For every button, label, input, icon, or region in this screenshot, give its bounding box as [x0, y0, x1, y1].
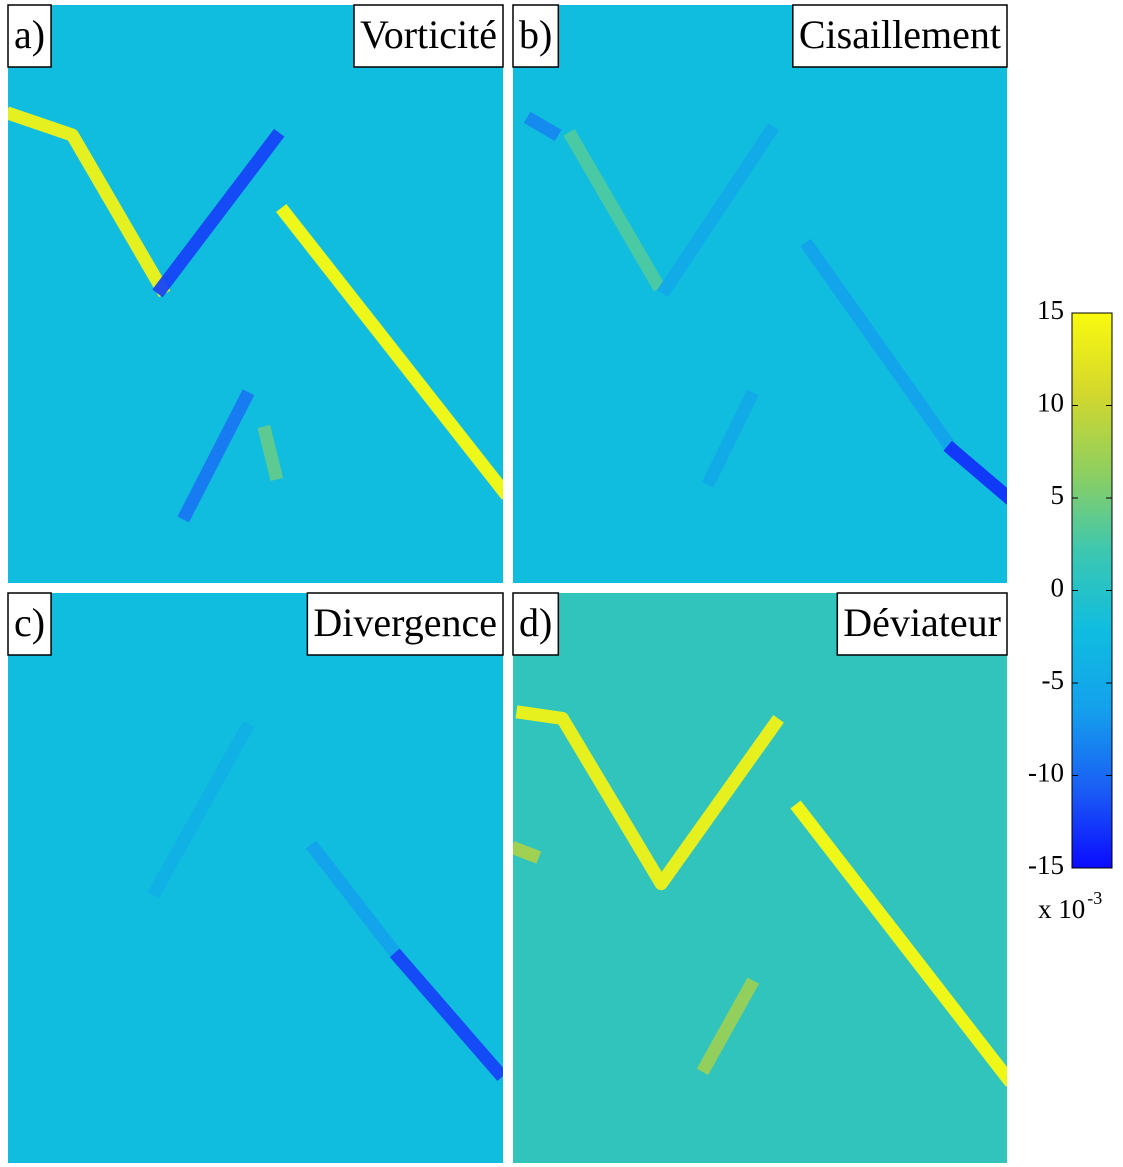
streak	[657, 123, 779, 298]
colorbar-tick-label: -10	[1028, 758, 1064, 788]
panel-label: c)	[14, 600, 45, 645]
streak	[696, 977, 759, 1075]
streak	[800, 238, 962, 460]
streak	[177, 389, 255, 523]
heatmap-background	[8, 5, 503, 583]
colorbar-tick-label: 0	[1051, 573, 1065, 603]
streak	[305, 840, 409, 967]
streak	[790, 800, 1007, 1087]
panel-label: d)	[519, 600, 552, 645]
panel-label: a)	[14, 12, 45, 57]
panel-title: Vorticité	[360, 12, 497, 57]
title-box	[353, 4, 504, 68]
heatmap-background	[513, 593, 1007, 1163]
label-box	[7, 4, 52, 68]
panel-title: Divergence	[313, 600, 497, 645]
streak	[147, 720, 255, 899]
colorbar	[1071, 312, 1113, 869]
panel-title: Cisaillement	[799, 12, 1001, 57]
label-box	[7, 592, 52, 656]
heatmap-background	[513, 5, 1007, 583]
colorbar-tick-label: -15	[1028, 850, 1064, 880]
colorbar-multiplier: x 10	[1038, 894, 1085, 924]
streak	[389, 948, 503, 1081]
colorbar-tick-label: 10	[1037, 388, 1064, 418]
streak	[276, 203, 503, 500]
panel	[513, 593, 1007, 1163]
streak	[943, 440, 1007, 505]
title-box	[792, 4, 1008, 68]
label-box	[512, 592, 560, 656]
streak	[8, 106, 171, 298]
streak	[523, 111, 562, 142]
label-box	[512, 4, 560, 68]
streak	[513, 841, 542, 864]
colorbar-exponent: -3	[1087, 888, 1102, 908]
colorbar-tick-label: -5	[1042, 665, 1065, 695]
heatmap-background	[8, 593, 503, 1163]
colorbar-tick-label: 5	[1051, 480, 1065, 510]
streak	[152, 128, 285, 298]
panel	[8, 593, 503, 1163]
title-box	[836, 592, 1008, 656]
colorbar-tick-label: 15	[1037, 295, 1064, 325]
panel-label: b)	[519, 12, 552, 57]
panel-title: Déviateur	[843, 600, 1001, 645]
streak	[515, 705, 784, 891]
streak	[257, 424, 284, 482]
title-box	[306, 592, 504, 656]
streak	[563, 129, 666, 292]
panel	[513, 5, 1007, 583]
panel	[8, 5, 503, 583]
streak	[701, 389, 759, 488]
